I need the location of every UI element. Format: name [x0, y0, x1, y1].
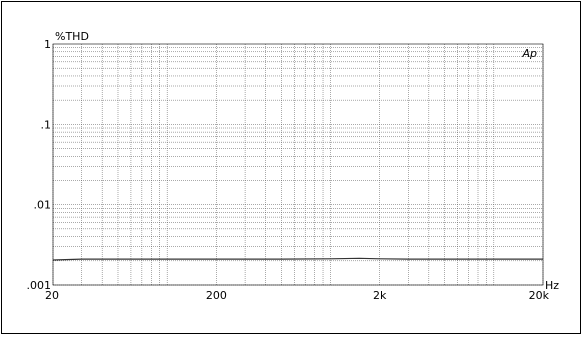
plot-border: [52, 43, 544, 286]
y-tick-label: .01: [34, 199, 52, 212]
x-tick-label: 20: [45, 289, 59, 302]
ap-logo: Ap: [521, 47, 537, 60]
x-tick-label: 2k: [373, 289, 387, 302]
y-tick-label: 1: [44, 38, 51, 51]
x-tick-label: 200: [206, 289, 227, 302]
y-tick-label: .1: [41, 118, 52, 131]
x-tick-label: 20k: [529, 289, 550, 302]
tick-labels: 20 200 2k 20k 1 .1 .01 .001: [27, 38, 550, 302]
thd-series-line: [52, 257, 543, 261]
y-axis-label: %THD: [55, 30, 89, 43]
y-tick-label: .001: [27, 279, 52, 292]
grid: [52, 44, 544, 286]
series-group: [52, 257, 543, 261]
x-axis-label: Hz: [545, 279, 559, 292]
